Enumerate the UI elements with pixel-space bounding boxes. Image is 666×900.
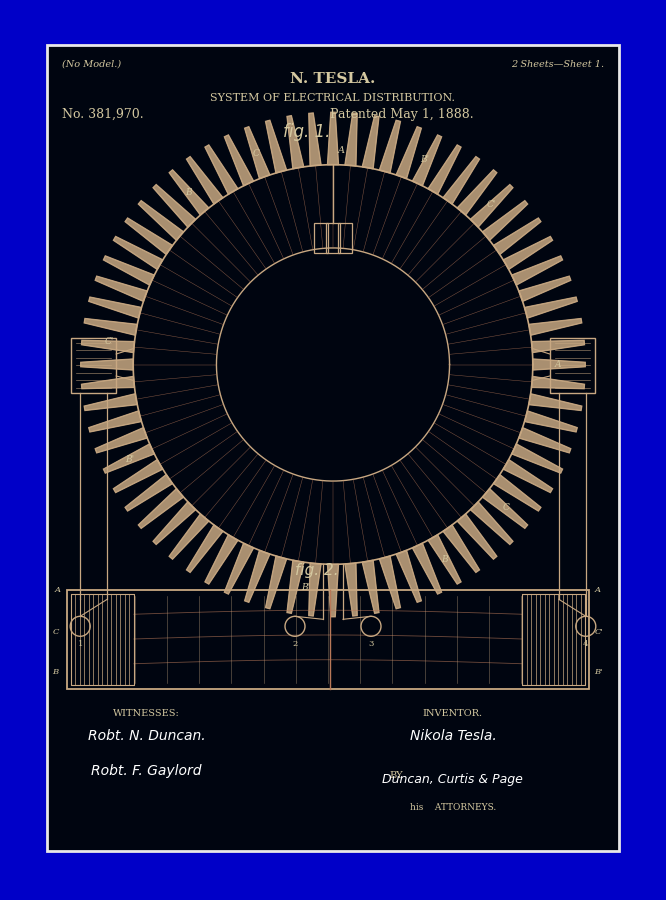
Polygon shape (396, 127, 422, 178)
Polygon shape (244, 244, 422, 656)
Text: Patented May 1, 1888.: Patented May 1, 1888. (330, 108, 474, 121)
Polygon shape (288, 289, 378, 611)
Polygon shape (22, 22, 644, 878)
Polygon shape (244, 127, 270, 178)
Bar (47, 45, 619, 850)
Polygon shape (362, 561, 379, 613)
Polygon shape (503, 460, 553, 492)
Polygon shape (529, 319, 582, 335)
Text: (No Model.): (No Model.) (62, 60, 121, 69)
Text: SYSTEM OF ELECTRICAL DISTRIBUTION.: SYSTEM OF ELECTRICAL DISTRIBUTION. (210, 93, 456, 103)
Bar (71, 593, 134, 685)
Polygon shape (55, 56, 611, 844)
Polygon shape (153, 184, 196, 227)
Polygon shape (309, 563, 321, 616)
Text: 3: 3 (368, 640, 374, 648)
Polygon shape (111, 111, 555, 789)
Polygon shape (95, 428, 147, 453)
Text: No. 381,970.: No. 381,970. (62, 108, 143, 121)
Polygon shape (266, 266, 400, 634)
Polygon shape (81, 376, 135, 389)
Polygon shape (328, 112, 338, 165)
Text: B: B (185, 188, 192, 197)
Polygon shape (412, 544, 442, 594)
Polygon shape (309, 113, 321, 166)
Text: 2: 2 (292, 640, 298, 648)
Text: B': B' (302, 583, 310, 592)
Text: C: C (53, 628, 59, 636)
Polygon shape (103, 444, 155, 473)
Polygon shape (300, 300, 366, 600)
Polygon shape (233, 233, 433, 667)
Polygon shape (311, 310, 355, 590)
Polygon shape (89, 89, 577, 811)
Polygon shape (428, 145, 461, 194)
Polygon shape (533, 359, 585, 370)
Bar (67, 590, 589, 688)
Text: B': B' (595, 668, 603, 676)
Polygon shape (145, 144, 521, 756)
Polygon shape (81, 340, 135, 353)
Text: C': C' (487, 201, 496, 210)
Polygon shape (511, 256, 563, 285)
Polygon shape (81, 359, 133, 370)
Polygon shape (103, 256, 155, 285)
Polygon shape (244, 551, 270, 602)
Text: Robt. F. Gaylord: Robt. F. Gaylord (91, 764, 202, 778)
Polygon shape (266, 556, 286, 608)
Bar (550, 338, 595, 392)
Polygon shape (11, 11, 655, 889)
Polygon shape (188, 189, 478, 711)
Polygon shape (525, 411, 577, 432)
Polygon shape (169, 170, 208, 215)
Polygon shape (255, 256, 411, 644)
Polygon shape (169, 514, 208, 559)
Polygon shape (78, 77, 588, 823)
Polygon shape (205, 535, 238, 584)
Polygon shape (278, 277, 388, 623)
Polygon shape (345, 113, 357, 166)
Text: N. TESLA.: N. TESLA. (290, 72, 376, 86)
Polygon shape (380, 556, 400, 608)
Polygon shape (494, 218, 541, 255)
Polygon shape (458, 514, 497, 559)
Polygon shape (89, 411, 141, 432)
Polygon shape (200, 200, 466, 700)
Text: A: A (55, 586, 61, 593)
Polygon shape (266, 121, 286, 173)
Polygon shape (322, 322, 344, 578)
Polygon shape (95, 276, 147, 302)
Polygon shape (122, 122, 544, 778)
Polygon shape (84, 319, 137, 335)
Polygon shape (483, 201, 527, 240)
Polygon shape (328, 564, 338, 616)
Polygon shape (186, 525, 223, 572)
Polygon shape (155, 156, 511, 744)
Text: B': B' (420, 155, 430, 164)
Text: B': B' (125, 455, 134, 464)
Polygon shape (287, 561, 304, 613)
Polygon shape (428, 535, 461, 584)
Polygon shape (153, 502, 196, 544)
Text: 4: 4 (583, 640, 589, 648)
Polygon shape (84, 394, 137, 410)
Polygon shape (412, 135, 442, 185)
Polygon shape (222, 222, 444, 678)
Polygon shape (89, 297, 141, 318)
Polygon shape (33, 33, 633, 867)
Polygon shape (178, 177, 488, 723)
Text: C: C (253, 148, 260, 157)
Polygon shape (531, 340, 585, 353)
Text: B: B (442, 555, 448, 564)
Polygon shape (100, 100, 566, 800)
Polygon shape (470, 184, 513, 227)
Polygon shape (133, 133, 533, 767)
Polygon shape (125, 218, 172, 255)
Polygon shape (519, 428, 571, 453)
Text: fig. 2.: fig. 2. (294, 562, 338, 578)
Polygon shape (139, 201, 183, 240)
Polygon shape (224, 135, 254, 185)
Text: fig. 1.: fig. 1. (282, 123, 330, 141)
Polygon shape (211, 211, 455, 689)
